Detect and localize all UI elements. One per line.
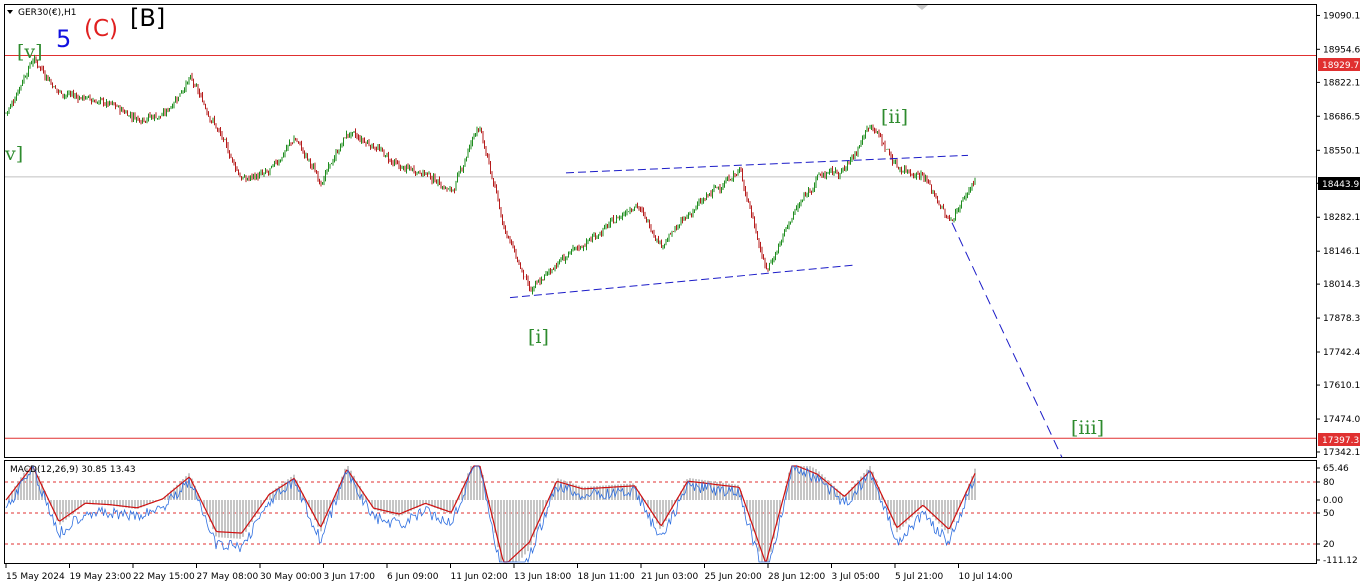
time-tick-label: 3 Jun 17:00 (324, 572, 376, 582)
wave-label-b: [B] (130, 4, 165, 32)
macd-tick-label: 65.46 (1323, 464, 1349, 474)
wave-label-5: 5 (56, 25, 71, 53)
time-tick-label: 11 Jun 02:00 (451, 572, 508, 582)
symbol-label: GER30(€),H1 (18, 8, 76, 18)
wave-label-ii: [ii] (881, 106, 908, 128)
price-tick-label: 18686.5 (1323, 112, 1360, 122)
macd-panel-frame (4, 460, 1317, 564)
time-tick-label: 6 Jun 09:00 (387, 572, 439, 582)
lower-level-tag: 17397.3 (1322, 436, 1359, 446)
lower-level-tag-bg (1318, 433, 1360, 446)
wave-label-c: (C) (84, 16, 118, 42)
current-price-tag-bg (1318, 177, 1360, 190)
time-tick-label: 22 May 15:00 (133, 572, 195, 582)
main-panel-frame (4, 4, 1317, 458)
symbol-dropdown-icon[interactable] (7, 10, 13, 14)
macd-tick-label: -111.12 (1323, 556, 1358, 566)
macd-tick-label: 80 (1323, 478, 1335, 488)
price-tick-label: 17342.1 (1323, 448, 1360, 458)
channel-lower-line (509, 264, 854, 299)
wave-iii-projection-line (951, 222, 1063, 458)
time-tick-label: 10 Jul 14:00 (959, 572, 1013, 582)
upper-level-tag-bg (1318, 58, 1360, 71)
price-axis: 19090.118954.618822.118686.518550.118418… (1316, 11, 1360, 458)
macd-tick-label: 50 (1323, 509, 1335, 519)
time-tick-label: 13 Jun 18:00 (514, 572, 571, 582)
macd-tick-label: 20 (1323, 540, 1335, 550)
candles-group (5, 54, 976, 295)
wave-label-i: [i] (528, 326, 549, 348)
macd-label: MACD(12,26,9) 30.85 13.43 (10, 465, 136, 475)
channel-upper-line (565, 154, 969, 174)
price-tick-label: 18822.1 (1323, 78, 1360, 88)
time-tick-label: 30 May 00:00 (260, 572, 322, 582)
macd-indicator (5, 464, 1316, 564)
macd-main-line (5, 464, 976, 564)
chart-shift-marker-icon[interactable] (916, 5, 928, 10)
current-price-tag: 18443.9 (1322, 180, 1359, 190)
price-tick-label: 17474.0 (1323, 415, 1360, 425)
time-tick-label: 18 Jun 11:00 (578, 572, 635, 582)
macd-tick-label: 0.00 (1323, 496, 1343, 506)
price-tick-label: 17610.1 (1323, 381, 1360, 391)
price-tick-label: 17878.3 (1323, 314, 1360, 324)
time-tick-label: 5 Jul 21:00 (895, 572, 944, 582)
time-tick-label: 15 May 2024 (6, 572, 65, 582)
price-tick-label: 18954.6 (1323, 45, 1360, 55)
macd-axis: 65.46 80 0.00 50 20 -111.12 (1316, 464, 1358, 566)
wave-label-v-left: v] (4, 143, 23, 165)
time-tick-label: 3 Jul 05:00 (832, 572, 881, 582)
price-tick-label: 18282.1 (1323, 213, 1360, 223)
price-tick-label: 19090.1 (1323, 11, 1360, 21)
price-tick-label: 18550.1 (1323, 146, 1360, 156)
time-axis: 15 May 2024 19 May 23:00 22 May 15:00 27 Ma… (5, 564, 1013, 582)
time-tick-label: 28 Jun 12:00 (768, 572, 825, 582)
macd-signal-line (5, 465, 976, 563)
time-tick-label: 25 Jun 20:00 (705, 572, 762, 582)
wave-label-iii: [iii] (1071, 417, 1104, 439)
time-tick-label: 21 Jun 03:00 (641, 572, 698, 582)
wave-label-v-top: [v] (17, 41, 43, 63)
time-tick-label: 27 May 08:00 (197, 572, 259, 582)
price-tick-label: 17742.4 (1323, 348, 1360, 358)
upper-level-tag: 18929.7 (1322, 61, 1359, 71)
price-tick-label: 18014.3 (1323, 280, 1360, 290)
time-tick-label: 19 May 23:00 (70, 572, 132, 582)
price-tick-label: 18146.1 (1323, 247, 1360, 257)
macd-histogram (8, 466, 976, 562)
